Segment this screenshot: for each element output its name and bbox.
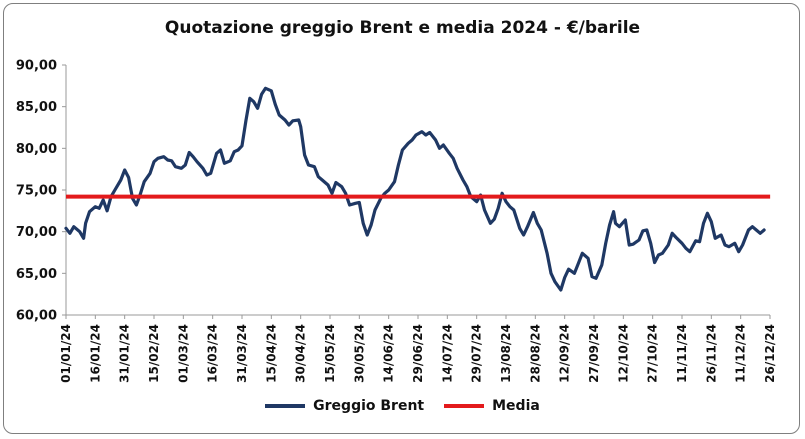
x-axis: 01/01/24 16/01/24 31/01/24 15/02/24 01/03/24… (59, 314, 777, 383)
x-tick-label: 26/12/24 (763, 324, 777, 383)
legend-label-brent: Greggio Brent (313, 398, 425, 414)
chart-frame (3, 3, 800, 434)
x-tick-label: 31/03/24 (235, 324, 249, 383)
y-tick-label: 60,00 (16, 309, 57, 324)
legend: Greggio Brent Media (0, 398, 805, 414)
x-tick-label: 11/11/24 (675, 324, 689, 383)
x-tick-label: 01/03/24 (176, 324, 190, 383)
x-tick-label: 16/01/24 (88, 324, 102, 383)
legend-item-brent: Greggio Brent (265, 398, 424, 414)
x-tick-label: 14/07/24 (440, 324, 454, 383)
y-tick-label: 75,00 (16, 184, 57, 199)
x-tick-label: 27/09/24 (587, 324, 601, 383)
legend-swatch-media (444, 404, 485, 408)
chart-title: Quotazione greggio Brent e media 2024 - … (164, 18, 641, 38)
x-tick-label: 29/07/24 (470, 324, 484, 383)
y-tick-label: 85,00 (16, 100, 57, 115)
y-tick-label: 80,00 (16, 142, 57, 157)
x-tick-label: 15/04/24 (264, 324, 278, 383)
legend-label-media: Media (492, 398, 540, 414)
x-tick-label: 29/06/24 (411, 324, 425, 383)
x-tick-label: 13/08/24 (499, 324, 513, 383)
x-tick-label: 16/03/24 (206, 324, 220, 383)
x-tick-label: 27/10/24 (646, 324, 660, 383)
x-tick-label: 28/08/24 (528, 324, 542, 383)
x-tick-label: 11/12/24 (734, 324, 748, 383)
x-tick-label: 26/11/24 (704, 324, 718, 383)
y-tick-label: 70,00 (16, 225, 57, 240)
x-tick-label: 30/04/24 (294, 324, 308, 383)
x-tick-label: 30/05/24 (352, 324, 366, 383)
x-tick-label: 12/09/24 (558, 324, 572, 383)
y-tick-label: 65,00 (16, 267, 57, 282)
x-tick-label: 15/02/24 (147, 324, 161, 383)
x-tick-label: 15/05/24 (323, 324, 337, 383)
y-tick-label: 90,00 (16, 59, 57, 74)
x-tick-label: 12/10/24 (616, 324, 630, 383)
legend-item-media: Media (444, 398, 540, 414)
plot-area (64, 86, 771, 292)
x-tick-label: 01/01/24 (59, 324, 73, 383)
x-tick-label: 31/01/24 (118, 324, 132, 383)
x-tick-label: 14/06/24 (382, 324, 396, 383)
y-axis: 60,00 65,00 70,00 75,00 80,00 85,00 90,00 (16, 59, 67, 324)
series-line-brent (64, 86, 766, 292)
legend-swatch-brent (265, 404, 306, 408)
